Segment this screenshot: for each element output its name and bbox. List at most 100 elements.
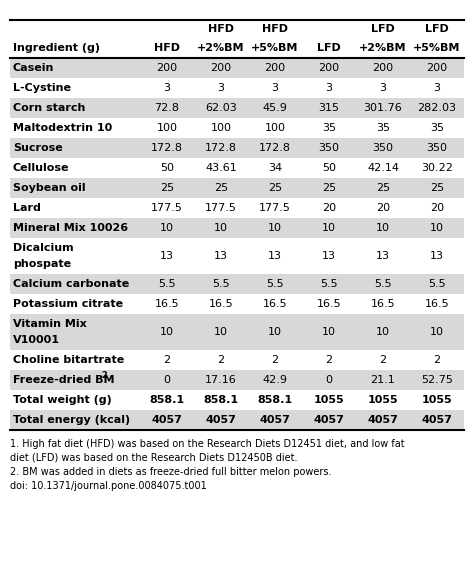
Text: HFD: HFD [154, 43, 180, 53]
Text: 17.16: 17.16 [205, 375, 237, 385]
Text: 858.1: 858.1 [203, 395, 238, 405]
Text: 16.5: 16.5 [317, 299, 341, 309]
Text: 13: 13 [214, 251, 228, 261]
Text: 4057: 4057 [367, 415, 399, 425]
Bar [10, 410, 464, 430]
Text: 350: 350 [373, 143, 393, 153]
Text: 3: 3 [272, 83, 279, 93]
Text: 4057: 4057 [314, 415, 345, 425]
Text: 172.8: 172.8 [151, 143, 183, 153]
Text: 43.61: 43.61 [205, 163, 237, 173]
Text: 42.14: 42.14 [367, 163, 399, 173]
Text: 42.9: 42.9 [263, 375, 288, 385]
Text: 4057: 4057 [421, 415, 453, 425]
Text: Casein: Casein [13, 63, 55, 73]
Text: 2: 2 [101, 372, 107, 381]
Bar [10, 274, 464, 294]
Text: 4057: 4057 [152, 415, 182, 425]
Text: 100: 100 [264, 123, 285, 133]
Text: phospate: phospate [13, 259, 71, 269]
Text: 25: 25 [376, 183, 390, 193]
Text: 5.5: 5.5 [428, 279, 446, 289]
Text: 177.5: 177.5 [151, 203, 183, 213]
Text: +2%BM: +2%BM [359, 43, 407, 53]
Text: LFD: LFD [371, 24, 395, 34]
Text: 13: 13 [268, 251, 282, 261]
Text: Calcium carbonate: Calcium carbonate [13, 279, 129, 289]
Text: 72.8: 72.8 [155, 103, 180, 113]
Text: Dicalcium: Dicalcium [13, 243, 73, 253]
Text: Choline bitartrate: Choline bitartrate [13, 355, 124, 365]
Text: Cellulose: Cellulose [13, 163, 70, 173]
Text: 20: 20 [376, 203, 390, 213]
Bar [10, 294, 464, 314]
Text: L-Cystine: L-Cystine [13, 83, 71, 93]
Bar [10, 20, 464, 58]
Text: 3: 3 [326, 83, 332, 93]
Text: 100: 100 [210, 123, 231, 133]
Text: 0: 0 [326, 375, 332, 385]
Text: 2: 2 [218, 355, 225, 365]
Text: 34: 34 [268, 163, 282, 173]
Text: 62.03: 62.03 [205, 103, 237, 113]
Text: 30.22: 30.22 [421, 163, 453, 173]
Bar [10, 158, 464, 178]
Text: 177.5: 177.5 [259, 203, 291, 213]
Text: 282.03: 282.03 [418, 103, 456, 113]
Text: +5%BM: +5%BM [413, 43, 461, 53]
Text: HFD: HFD [208, 24, 234, 34]
Text: V10001: V10001 [13, 335, 60, 345]
Bar [10, 98, 464, 118]
Text: diet (LFD) was based on the Research Diets D12450B diet.: diet (LFD) was based on the Research Die… [10, 453, 298, 463]
Text: 1. High fat diet (HFD) was based on the Research Diets D12451 diet, and low fat: 1. High fat diet (HFD) was based on the … [10, 439, 405, 449]
Text: Lard: Lard [13, 203, 41, 213]
Text: 50: 50 [322, 163, 336, 173]
Text: 858.1: 858.1 [257, 395, 292, 405]
Text: LFD: LFD [317, 43, 341, 53]
Text: 3: 3 [434, 83, 440, 93]
Text: 10: 10 [430, 223, 444, 233]
Text: 858.1: 858.1 [149, 395, 184, 405]
Text: 52.75: 52.75 [421, 375, 453, 385]
Text: 50: 50 [160, 163, 174, 173]
Text: 10: 10 [376, 327, 390, 337]
Text: 16.5: 16.5 [155, 299, 179, 309]
Text: 25: 25 [430, 183, 444, 193]
Text: 1055: 1055 [368, 395, 398, 405]
Text: HFD: HFD [262, 24, 288, 34]
Text: 5.5: 5.5 [158, 279, 176, 289]
Text: 35: 35 [430, 123, 444, 133]
Text: 10: 10 [214, 223, 228, 233]
Text: 2: 2 [433, 355, 440, 365]
Text: 200: 200 [210, 63, 232, 73]
Text: 100: 100 [156, 123, 177, 133]
Text: 45.9: 45.9 [263, 103, 287, 113]
Bar [10, 78, 464, 98]
Text: 16.5: 16.5 [371, 299, 395, 309]
Text: 10: 10 [322, 327, 336, 337]
Text: 16.5: 16.5 [263, 299, 287, 309]
Text: 200: 200 [427, 63, 447, 73]
Text: 10: 10 [160, 223, 174, 233]
Text: 10: 10 [268, 223, 282, 233]
Text: 5.5: 5.5 [320, 279, 338, 289]
Bar [10, 198, 464, 218]
Text: 35: 35 [322, 123, 336, 133]
Text: 3: 3 [380, 83, 386, 93]
Text: doi: 10.1371/journal.pone.0084075.t001: doi: 10.1371/journal.pone.0084075.t001 [10, 481, 207, 491]
Text: 13: 13 [322, 251, 336, 261]
Text: Potassium citrate: Potassium citrate [13, 299, 123, 309]
Text: Soybean oil: Soybean oil [13, 183, 86, 193]
Text: 4057: 4057 [260, 415, 291, 425]
Text: 350: 350 [427, 143, 447, 153]
Text: 25: 25 [160, 183, 174, 193]
Text: 5.5: 5.5 [212, 279, 230, 289]
Text: 25: 25 [268, 183, 282, 193]
Bar [10, 118, 464, 138]
Text: 172.8: 172.8 [259, 143, 291, 153]
Text: 1055: 1055 [314, 395, 344, 405]
Text: 25: 25 [214, 183, 228, 193]
Text: 200: 200 [264, 63, 285, 73]
Text: 2: 2 [164, 355, 171, 365]
Text: 200: 200 [319, 63, 339, 73]
